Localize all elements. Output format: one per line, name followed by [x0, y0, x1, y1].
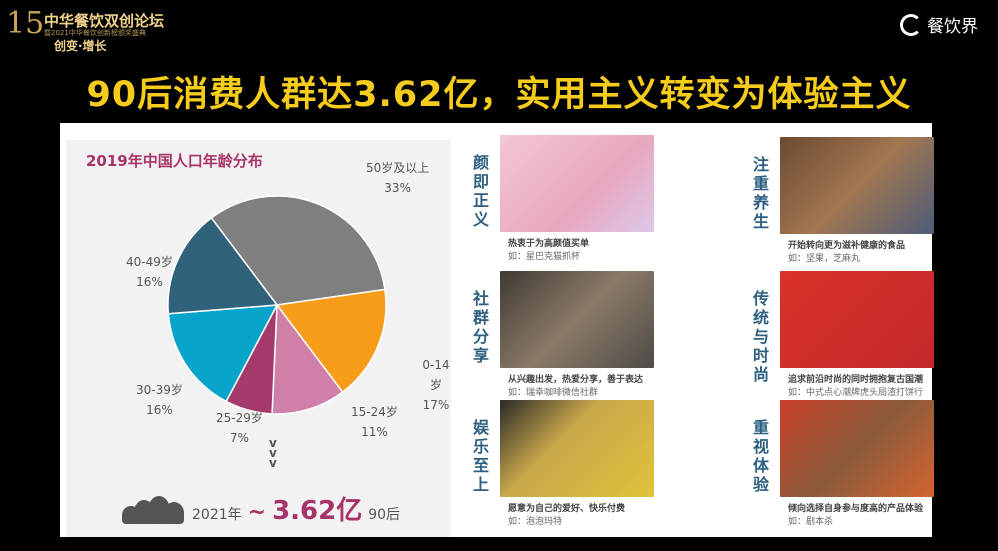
trend-heading: 社群分享	[472, 289, 489, 365]
summary-tilde: ~	[247, 500, 267, 525]
slice-value: 11%	[361, 425, 388, 439]
trend-heading: 传统与时尚	[752, 289, 769, 384]
brand-icon	[900, 13, 922, 36]
slice-category: 0-14岁	[422, 358, 450, 392]
trend-photo	[500, 135, 654, 232]
slice-label: 40-49岁 16%	[126, 252, 173, 292]
pie-chart	[167, 195, 387, 415]
chart-area: 2019年中国人口年龄分布 50岁及以上 33% 0-14岁 17% 15-24岁 11%…	[66, 140, 451, 537]
slice-label: 0-14岁 17%	[421, 355, 451, 415]
slice-category: 25-29岁	[216, 411, 263, 425]
trend-example: 如：中式点心潮牌虎头局渣打饼行	[788, 388, 924, 398]
chart-title: 2019年中国人口年龄分布	[86, 152, 263, 170]
trend-example: 如：瑞幸咖啡微信社群	[508, 388, 599, 398]
trend-example: 如：坚果，芝麻丸	[788, 254, 861, 264]
trend-description: 开始转向更为滋补健康的食品	[788, 241, 906, 251]
logo-subtitle: 暨2021中华餐饮创新榜颁奖盛典	[44, 29, 146, 37]
slice-category: 30-39岁	[136, 383, 183, 397]
trend-description: 倾向选择自身参与度高的产品体验	[788, 504, 924, 514]
pie-slice	[210, 195, 386, 306]
population-summary: 2021年 ~ 3.62亿 90后	[122, 490, 400, 527]
trend-description: 愿意为自己的爱好、快乐付费	[508, 504, 626, 514]
trend-photo	[780, 137, 934, 234]
trend-heading: 重视体验	[752, 418, 769, 494]
slice-category: 40-49岁	[126, 255, 173, 269]
slice-label: 50岁及以上 33%	[366, 158, 429, 198]
trend-photo	[500, 271, 654, 368]
slice-category: 15-24岁	[351, 405, 398, 419]
slice-label: 15-24岁 11%	[351, 402, 398, 442]
brand-logo: 餐饮界	[900, 12, 978, 37]
trend-description: 热衷于为高颜值买单	[508, 239, 590, 249]
logo-name: 中华餐饮双创论坛	[44, 12, 165, 30]
trend-description: 追求前沿时尚的同时拥抱复古国潮	[788, 375, 924, 385]
trend-photo	[780, 271, 934, 368]
slice-value: 17%	[422, 398, 450, 412]
slice-label: 30-39岁 16%	[136, 380, 183, 420]
trend-example: 如：剧本杀	[788, 517, 834, 527]
pie-slice	[275, 288, 387, 394]
slice-value: 16%	[146, 403, 173, 417]
pie-slice	[167, 216, 279, 315]
slice-value: 33%	[384, 181, 411, 195]
trend-heading: 注重养生	[752, 155, 769, 231]
summary-year: 2021年	[192, 507, 242, 523]
trend-photo	[780, 400, 934, 497]
forum-logo: 15 中华餐饮双创论坛 暨2021中华餐饮创新榜颁奖盛典 创变·增长	[4, 4, 194, 56]
trend-heading: 娱乐至上	[472, 418, 489, 494]
trend-heading: 颜即正义	[472, 153, 489, 229]
summary-value: 3.62亿	[272, 496, 363, 526]
trend-example: 如：泡泡玛特	[508, 517, 563, 527]
pie-slice	[271, 302, 344, 415]
brand-name: 餐饮界	[927, 17, 978, 37]
content-panel: 2019年中国人口年龄分布 50岁及以上 33% 0-14岁 17% 15-24岁 11%…	[60, 123, 934, 537]
slide-title: 90后消费人群达3.62亿，实用主义转变为体验主义	[86, 75, 912, 115]
logo-number: 15	[6, 6, 45, 41]
trend-description: 从兴趣出发，热爱分享，善于表达	[508, 375, 644, 385]
slice-value: 7%	[229, 431, 249, 445]
pie-slice	[167, 304, 279, 403]
summary-suffix: 90后	[368, 507, 401, 523]
trend-example: 如：星巴克猫抓杯	[508, 252, 581, 262]
slice-value: 16%	[136, 275, 163, 289]
slice-label: 25-29岁 7%	[216, 408, 263, 448]
slice-category: 50岁及以上	[366, 161, 430, 175]
logo-slogan: 创变·增长	[54, 39, 107, 53]
trend-photo	[500, 400, 654, 497]
people-icon	[122, 494, 186, 524]
